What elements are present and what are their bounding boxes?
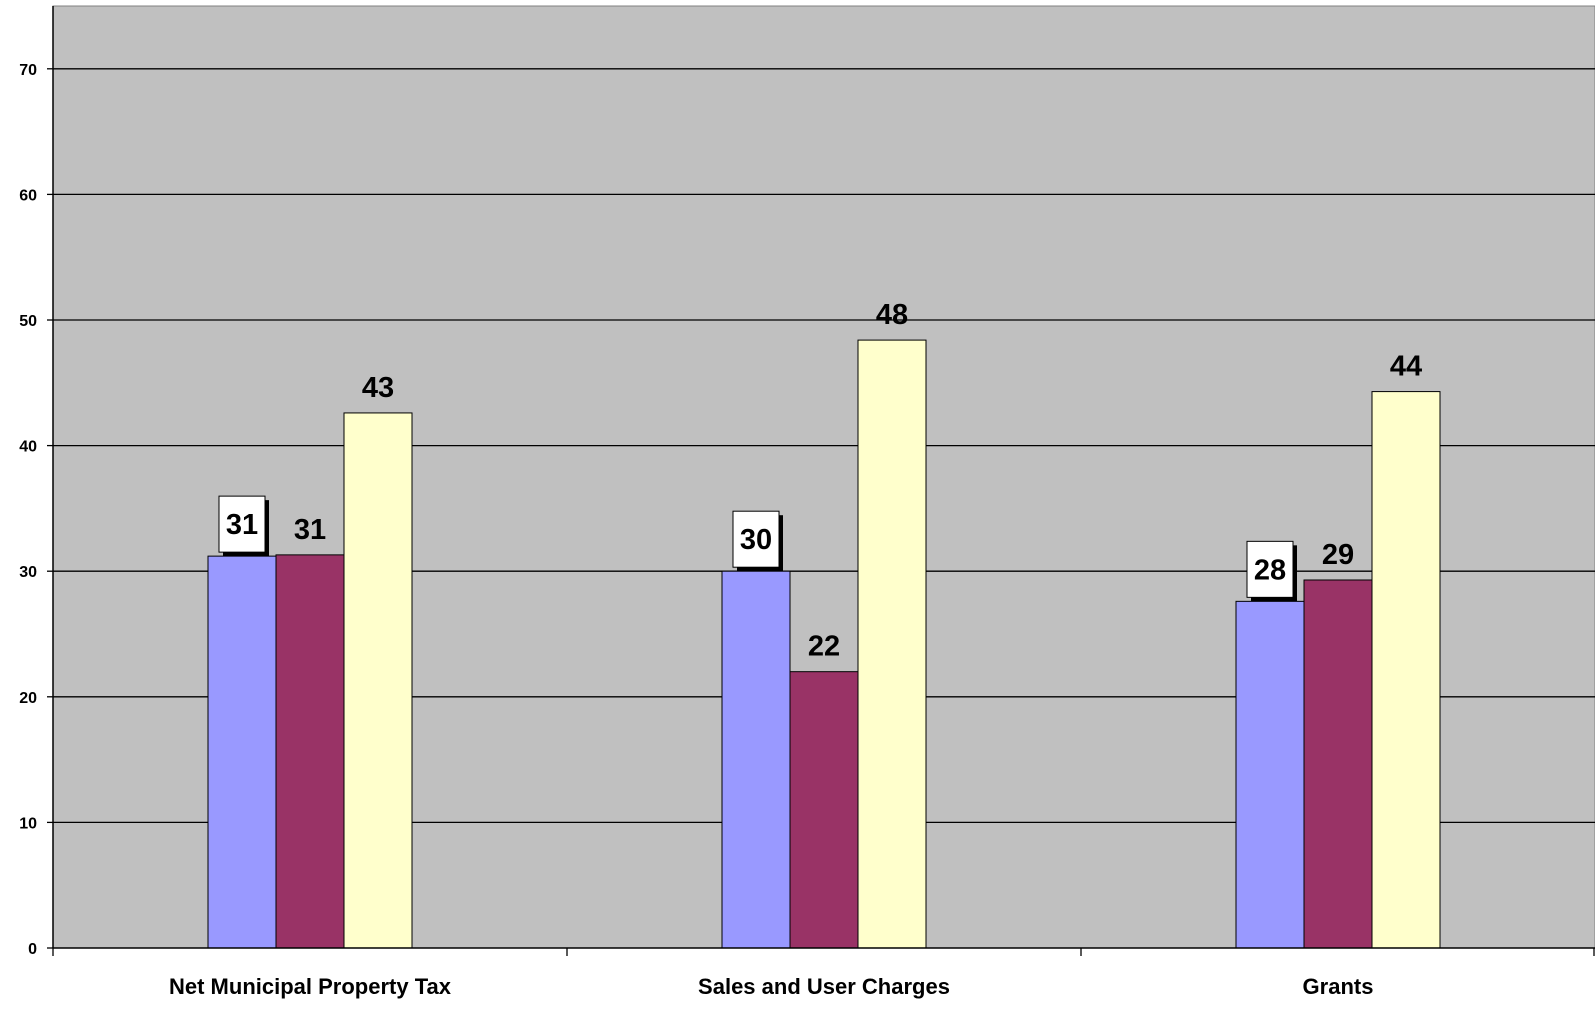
data-label-box: [218, 495, 266, 553]
data-label: 31: [226, 509, 258, 541]
y-tick-label: 20: [19, 690, 37, 707]
bar: [207, 555, 277, 949]
y-tick-label: 40: [19, 439, 37, 456]
data-label: 31: [294, 514, 326, 546]
bar: [1235, 600, 1305, 949]
x-tick-label: Net Municipal Property Tax: [169, 974, 452, 999]
data-label: 22: [808, 631, 840, 663]
bar: [275, 554, 345, 949]
data-label: 30: [740, 524, 772, 556]
y-tick-label: 70: [19, 62, 37, 79]
data-label-box: [1246, 540, 1294, 598]
x-tick-label: Grants: [1303, 974, 1374, 999]
bar: [857, 339, 927, 949]
bar: [1303, 579, 1373, 949]
y-tick-label: 0: [28, 941, 37, 958]
y-tick-label: 30: [19, 564, 37, 581]
data-label: 44: [1390, 351, 1422, 383]
data-label-box: [732, 510, 780, 568]
data-label: 29: [1322, 539, 1354, 571]
y-tick-label: 60: [19, 187, 37, 204]
bar: [1371, 391, 1441, 949]
data-label: 48: [876, 299, 908, 331]
y-tick-label: 50: [19, 313, 37, 330]
bar: [343, 412, 413, 949]
bar: [789, 671, 859, 949]
y-tick-label: 10: [19, 815, 37, 832]
x-tick-label: Sales and User Charges: [698, 974, 950, 999]
bar: [721, 570, 791, 949]
data-label: 28: [1254, 554, 1286, 586]
data-label: 43: [362, 372, 394, 404]
